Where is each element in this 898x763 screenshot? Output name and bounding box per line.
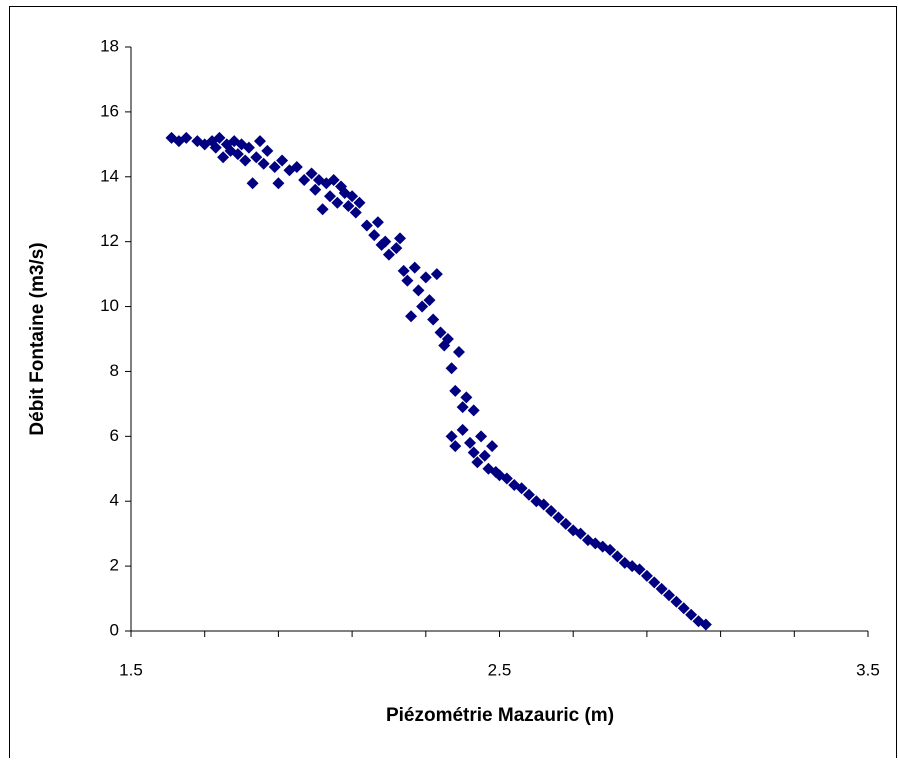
x-tick-label: 1.5 — [119, 660, 143, 679]
point — [231, 148, 244, 161]
point — [500, 472, 513, 485]
point — [213, 131, 226, 144]
point — [471, 456, 484, 469]
point — [663, 589, 676, 602]
point — [449, 440, 462, 453]
point — [640, 569, 653, 582]
point — [371, 216, 384, 229]
point — [316, 203, 329, 216]
point — [390, 242, 403, 255]
point — [394, 232, 407, 245]
point — [441, 333, 454, 345]
point — [427, 313, 440, 326]
point — [261, 144, 274, 157]
point — [456, 401, 469, 414]
point — [423, 294, 436, 307]
chart-frame — [9, 6, 897, 763]
x-tick-label: 3.5 — [856, 660, 880, 679]
point — [522, 488, 535, 501]
point — [478, 449, 491, 462]
point — [250, 151, 263, 164]
point — [545, 504, 558, 517]
y-tick-label: 8 — [110, 361, 119, 380]
point — [412, 284, 425, 297]
y-tick-label: 4 — [110, 491, 119, 510]
point — [272, 177, 285, 190]
point — [445, 430, 458, 443]
point — [382, 248, 395, 261]
point — [434, 326, 447, 339]
point — [346, 190, 359, 203]
y-tick-label: 14 — [100, 166, 119, 185]
y-tick-label: 6 — [110, 426, 119, 445]
x-axis-title: Piézométrie Mazauric (m) — [386, 705, 614, 726]
point — [464, 436, 477, 449]
point — [246, 177, 259, 190]
point — [180, 131, 193, 144]
point — [368, 229, 381, 242]
point — [460, 391, 473, 404]
point — [342, 199, 355, 212]
point — [397, 264, 410, 277]
point — [648, 576, 661, 589]
point — [537, 498, 550, 511]
y-tick-label: 18 — [100, 36, 119, 55]
point — [445, 362, 458, 375]
point — [401, 274, 414, 287]
y-axis-title: Débit Fontaine (m3/s) — [27, 242, 48, 435]
point — [430, 268, 443, 281]
point — [611, 550, 624, 563]
point — [327, 174, 340, 187]
point — [552, 511, 565, 524]
point — [574, 527, 587, 540]
point — [379, 235, 392, 248]
point — [456, 423, 469, 436]
point — [353, 196, 366, 209]
point — [309, 183, 322, 196]
point — [405, 310, 418, 323]
point — [276, 154, 289, 167]
y-tick-label: 10 — [100, 296, 119, 315]
point — [253, 135, 266, 148]
point — [416, 300, 429, 313]
point — [242, 141, 255, 154]
point — [486, 440, 499, 453]
point — [298, 174, 311, 187]
point — [467, 446, 480, 459]
y-tick-label: 2 — [110, 556, 119, 575]
point — [604, 543, 617, 556]
point — [685, 608, 698, 621]
point — [239, 154, 252, 167]
point — [633, 563, 646, 576]
point — [323, 190, 336, 203]
point — [475, 430, 488, 443]
point — [699, 618, 712, 631]
point — [360, 219, 373, 232]
point — [419, 271, 432, 284]
point — [349, 206, 362, 219]
point — [257, 157, 270, 170]
point — [331, 196, 344, 209]
point — [268, 161, 281, 174]
point — [655, 582, 668, 595]
y-tick-label: 12 — [100, 231, 119, 250]
x-tick-label: 2.5 — [488, 660, 512, 679]
y-tick-label: 16 — [100, 101, 119, 120]
point — [209, 141, 222, 154]
point — [452, 345, 465, 358]
point — [559, 517, 572, 530]
point — [677, 602, 690, 615]
point — [467, 404, 480, 417]
point — [217, 151, 230, 164]
point — [670, 595, 683, 608]
point — [515, 482, 528, 495]
y-tick-label: 0 — [110, 620, 119, 639]
point — [305, 167, 318, 180]
point — [408, 261, 421, 274]
point — [449, 384, 462, 397]
point — [290, 161, 303, 174]
